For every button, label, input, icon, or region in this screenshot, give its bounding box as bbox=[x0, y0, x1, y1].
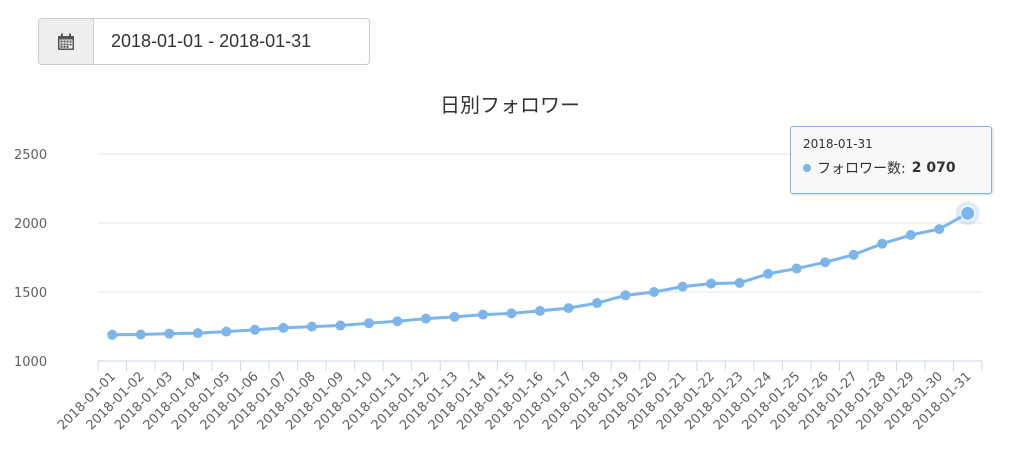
data-point[interactable] bbox=[449, 311, 460, 322]
y-tick-label: 1000 bbox=[14, 355, 47, 370]
data-point[interactable] bbox=[649, 287, 660, 297]
data-point[interactable] bbox=[135, 329, 146, 340]
y-tick-label: 1500 bbox=[14, 286, 47, 301]
data-point[interactable] bbox=[535, 305, 545, 316]
data-point[interactable] bbox=[960, 205, 976, 221]
data-point[interactable] bbox=[706, 278, 717, 289]
data-point[interactable] bbox=[335, 320, 346, 331]
series-marker-icon bbox=[803, 164, 811, 172]
tooltip-value: 2 070 bbox=[911, 160, 956, 176]
data-point[interactable] bbox=[249, 324, 260, 335]
y-tick-label: 2500 bbox=[14, 148, 47, 163]
date-range-picker[interactable]: 2018-01-01 - 2018-01-31 bbox=[38, 18, 370, 65]
data-point[interactable] bbox=[734, 277, 745, 288]
data-point[interactable] bbox=[592, 298, 603, 309]
data-point[interactable] bbox=[820, 257, 831, 268]
data-point[interactable] bbox=[934, 224, 945, 235]
data-point[interactable] bbox=[221, 326, 232, 337]
data-point[interactable] bbox=[192, 328, 203, 339]
data-point[interactable] bbox=[392, 316, 403, 327]
data-point[interactable] bbox=[877, 238, 888, 249]
calendar-button[interactable] bbox=[39, 19, 94, 64]
data-point[interactable] bbox=[164, 328, 175, 339]
data-point[interactable] bbox=[363, 318, 374, 329]
data-point[interactable] bbox=[791, 263, 802, 274]
chart-title: 日別フォロワー bbox=[440, 93, 580, 117]
series-line bbox=[112, 212, 969, 337]
data-point[interactable] bbox=[620, 290, 631, 301]
data-tooltip: 2018-01-31 フォロワー数: 2 070 bbox=[790, 126, 992, 194]
y-tick-label: 2000 bbox=[14, 217, 47, 232]
tooltip-series-label: フォロワー数: bbox=[817, 161, 906, 177]
data-point[interactable] bbox=[420, 313, 431, 324]
data-point[interactable] bbox=[506, 308, 517, 319]
data-point[interactable] bbox=[306, 321, 317, 332]
date-range-input[interactable]: 2018-01-01 - 2018-01-31 bbox=[111, 31, 312, 51]
calendar-icon bbox=[58, 33, 74, 50]
data-point[interactable] bbox=[477, 309, 488, 320]
data-point[interactable] bbox=[905, 230, 916, 241]
data-point[interactable] bbox=[848, 249, 859, 260]
data-point[interactable] bbox=[107, 329, 118, 340]
tooltip-date: 2018-01-31 bbox=[803, 137, 873, 151]
data-point[interactable] bbox=[763, 268, 774, 279]
data-point[interactable] bbox=[278, 322, 289, 333]
data-point[interactable] bbox=[677, 281, 688, 292]
tooltip-row: フォロワー数: 2 070 bbox=[803, 158, 979, 178]
data-point[interactable] bbox=[563, 303, 574, 314]
